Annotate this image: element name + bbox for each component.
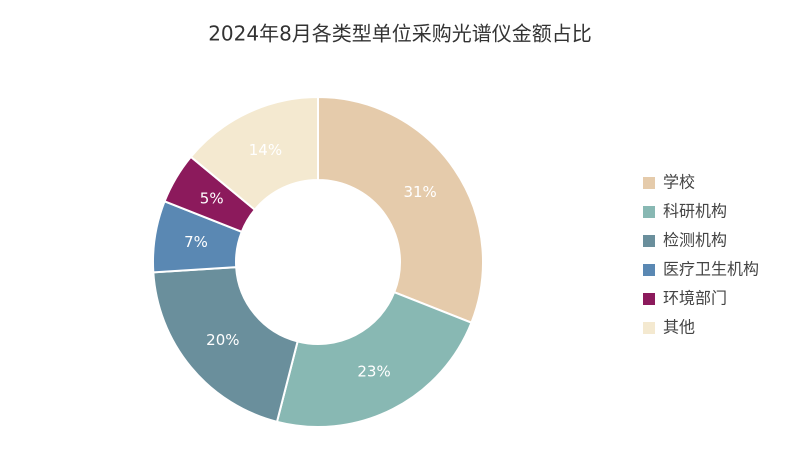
data-label: 23% <box>357 363 390 381</box>
legend-swatch <box>643 177 655 189</box>
legend-label: 检测机构 <box>663 231 727 250</box>
slice <box>317 95 484 325</box>
legend-swatch <box>643 264 655 276</box>
slice <box>275 290 473 428</box>
legend-label: 其他 <box>663 318 695 337</box>
legend-label: 医疗卫生机构 <box>663 260 759 279</box>
legend-swatch <box>643 235 655 247</box>
legend-label: 环境部门 <box>663 289 727 308</box>
slice <box>152 266 299 424</box>
slice <box>189 95 319 212</box>
chart-title: 2024年8月各类型单位采购光谱仪金额占比 <box>208 22 592 46</box>
legend-label: 学校 <box>663 173 695 192</box>
legend-swatch <box>643 206 655 218</box>
data-label: 20% <box>206 331 239 349</box>
data-label: 7% <box>184 233 208 251</box>
data-label: 31% <box>403 183 436 201</box>
data-label: 5% <box>200 190 224 208</box>
legend-label: 科研机构 <box>663 202 727 221</box>
legend-swatch <box>643 293 655 305</box>
legend-swatch <box>643 322 655 334</box>
data-label: 14% <box>249 141 282 159</box>
